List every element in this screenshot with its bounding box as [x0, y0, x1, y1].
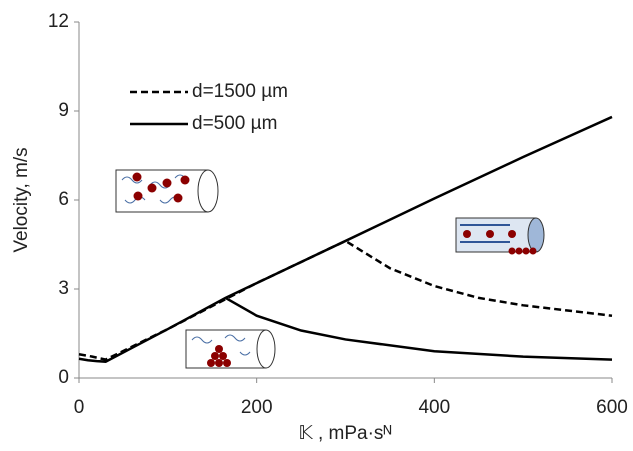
- x-tick-label: 0: [74, 397, 85, 418]
- y-tick-label: 9: [58, 100, 69, 121]
- y-axis-label: Velocity, m/s: [11, 147, 32, 252]
- series-line: [78, 239, 613, 361]
- y-tick-label: 12: [48, 11, 69, 32]
- y-tick-label: 0: [58, 367, 69, 388]
- x-axis-label: 𝕂 , mPa·sᴺ: [298, 423, 391, 444]
- pipe-icon-flowing: [455, 217, 545, 255]
- x-tick-label: 400: [418, 397, 450, 418]
- pipe-icon-settled: [185, 329, 276, 369]
- x-tick-label: 200: [241, 397, 273, 418]
- y-tick-label: 3: [58, 278, 69, 299]
- legend-label: d=1500 µm: [192, 81, 288, 102]
- series-line: [78, 115, 613, 363]
- legend-label: d=500 µm: [192, 113, 277, 134]
- y-tick-label: 6: [58, 189, 69, 210]
- x-tick-label: 600: [596, 397, 628, 418]
- pipe-icon-dispersed: [115, 169, 219, 213]
